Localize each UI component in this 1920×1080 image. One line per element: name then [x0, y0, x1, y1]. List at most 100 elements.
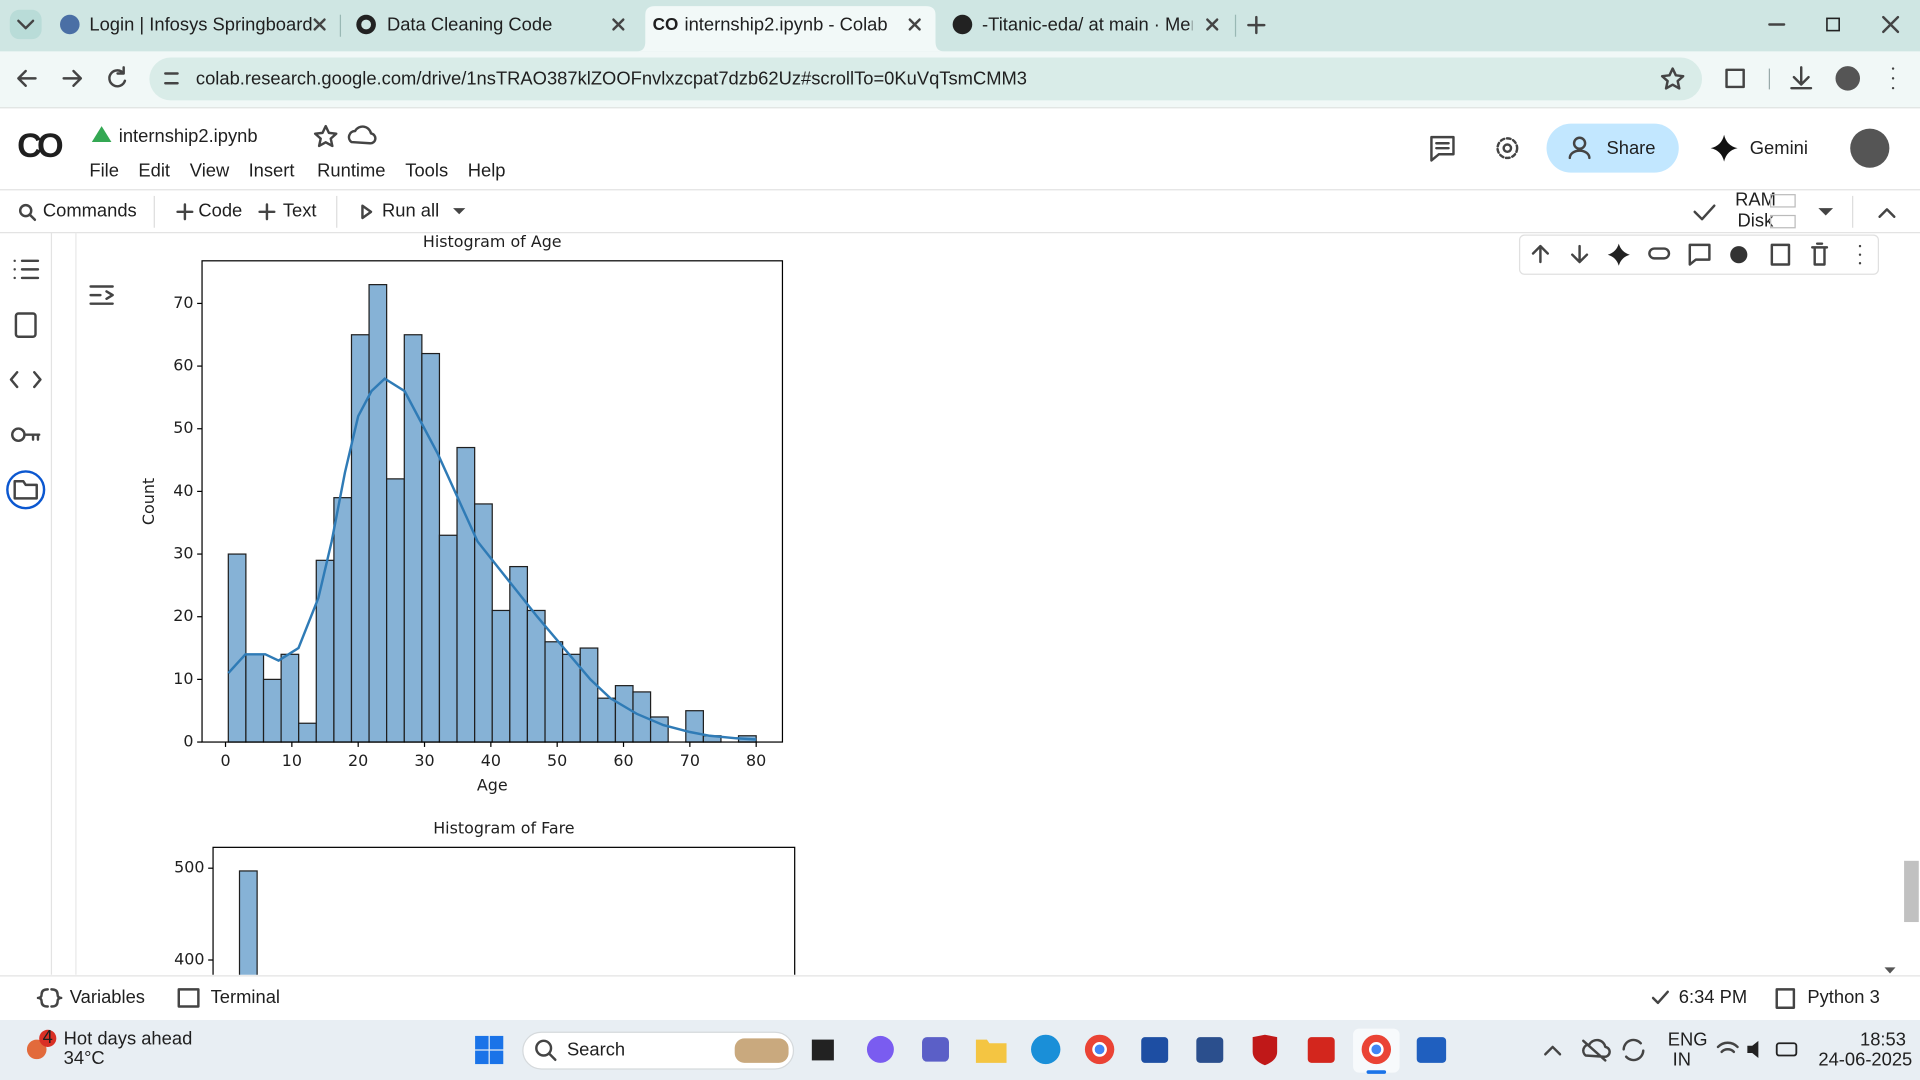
active-tab[interactable] [636, 6, 945, 52]
back[interactable] [17, 69, 37, 87]
settings[interactable] [1496, 137, 1519, 160]
app-acrobat[interactable] [1307, 1037, 1335, 1063]
tab[interactable]: -Titanic-eda/ at main · Menahal [952, 7, 1236, 45]
mirror-cell[interactable] [1770, 243, 1791, 266]
app-teams[interactable] [922, 1037, 949, 1062]
omnibox[interactable] [149, 57, 1703, 101]
new-tab[interactable] [1247, 15, 1266, 35]
gemini-icon[interactable] [1710, 134, 1738, 162]
star[interactable] [313, 124, 338, 148]
delete-cell[interactable] [1811, 242, 1829, 266]
volume[interactable] [1747, 1040, 1759, 1058]
menu-item[interactable]: File [89, 159, 119, 180]
resources-menu[interactable] [1818, 208, 1834, 216]
run-all-button[interactable]: Run all [382, 200, 439, 221]
bar [333, 497, 353, 743]
forward[interactable] [62, 69, 83, 87]
app-copilot[interactable] [866, 1035, 894, 1063]
tray-overflow[interactable] [1544, 1045, 1562, 1056]
language[interactable]: ENG [1668, 1029, 1708, 1050]
x-tick-label: 30 [414, 751, 434, 770]
app-mcafee[interactable] [1252, 1034, 1278, 1066]
app-chrome-core [1368, 1042, 1384, 1057]
menu-item[interactable]: Tools [405, 159, 448, 180]
clock[interactable]: 18:53 [1860, 1029, 1906, 1050]
restore[interactable] [1826, 17, 1840, 32]
share-button[interactable] [1546, 123, 1679, 173]
tab[interactable]: Data Cleaning Code [356, 14, 625, 35]
app-word[interactable] [1416, 1037, 1447, 1063]
toc-icon[interactable] [13, 259, 40, 280]
menu-item[interactable]: View [190, 159, 230, 180]
output-toggle[interactable] [89, 285, 114, 305]
variables-button[interactable]: Variables [70, 986, 145, 1007]
tab-close[interactable] [1206, 18, 1219, 31]
weather-title[interactable]: Hot days ahead [64, 1027, 193, 1048]
gemini-label[interactable]: Gemini [1750, 137, 1808, 158]
scroll-down[interactable] [1884, 967, 1896, 974]
menu-item[interactable]: Runtime [317, 159, 385, 180]
sync[interactable] [1622, 1038, 1645, 1062]
cell-settings[interactable] [1730, 246, 1748, 264]
site-info[interactable] [164, 72, 179, 85]
run-menu[interactable] [453, 208, 466, 215]
commands-button[interactable]: Commands [43, 200, 137, 221]
tab[interactable]: Login | Infosys Springboard [60, 14, 326, 35]
add-code-button[interactable]: Code [198, 200, 242, 221]
comments[interactable] [1430, 135, 1455, 162]
close-window[interactable] [1882, 15, 1900, 34]
weather-icon[interactable] [26, 1039, 47, 1060]
menu-item[interactable]: Edit [138, 159, 170, 180]
start-button[interactable] [475, 1035, 504, 1065]
account-avatar[interactable] [1850, 128, 1890, 168]
taskbar-search[interactable] [522, 1031, 795, 1070]
tab-close[interactable] [612, 18, 625, 31]
tab-close[interactable] [908, 18, 921, 31]
add-text-button[interactable]: Text [283, 200, 317, 221]
secrets-icon[interactable] [11, 427, 26, 443]
colab-logo[interactable]: CO [17, 127, 68, 165]
comment-cell[interactable] [1688, 243, 1711, 266]
y-axis-label: Count [139, 478, 158, 525]
downloads[interactable] [1790, 66, 1813, 90]
tab-search-button[interactable] [9, 9, 42, 40]
notebook-title[interactable]: internship2.ipynb [119, 125, 258, 146]
secrets-icon [23, 433, 41, 441]
reload[interactable] [108, 66, 127, 88]
kernel-name[interactable]: Python 3 [1807, 986, 1879, 1007]
bar [227, 553, 247, 743]
app-explorer[interactable] [975, 1039, 1007, 1063]
weather-temp: 34°C [64, 1047, 105, 1068]
wifi[interactable] [1716, 1041, 1739, 1054]
find-icon[interactable] [14, 312, 37, 338]
move-up[interactable] [1531, 244, 1549, 264]
bookmark[interactable] [1660, 67, 1685, 90]
snippets-icon[interactable] [9, 371, 42, 389]
app-store[interactable] [1141, 1037, 1169, 1063]
onedrive[interactable] [1582, 1038, 1611, 1062]
link-cell[interactable] [1648, 247, 1671, 260]
bar [262, 678, 282, 743]
search-icon [535, 1039, 553, 1057]
app-task-view[interactable] [811, 1039, 834, 1061]
tab-title: Data Cleaning Code [387, 14, 552, 35]
scrollbar-thumb[interactable] [1904, 860, 1919, 923]
x-tick-label: 60 [613, 751, 633, 770]
move-down[interactable] [1571, 244, 1589, 264]
tab-close[interactable] [313, 18, 326, 31]
kernel-icon [1775, 988, 1796, 1009]
menu-item[interactable]: Insert [249, 159, 295, 180]
variables-icon [36, 988, 63, 1008]
terminal-button[interactable]: Terminal [211, 986, 280, 1007]
gemini-cell[interactable] [1607, 243, 1630, 266]
terminal-icon [177, 988, 200, 1008]
extensions[interactable] [1725, 68, 1745, 89]
menu-item[interactable]: Help [468, 159, 506, 180]
battery[interactable] [1775, 1042, 1798, 1057]
collapse-header[interactable] [1878, 208, 1896, 218]
files-active[interactable] [6, 470, 46, 510]
profile[interactable] [1835, 66, 1860, 91]
app-dell[interactable] [1196, 1037, 1224, 1063]
plus-icon [258, 203, 276, 221]
app-edge[interactable] [1031, 1034, 1061, 1065]
